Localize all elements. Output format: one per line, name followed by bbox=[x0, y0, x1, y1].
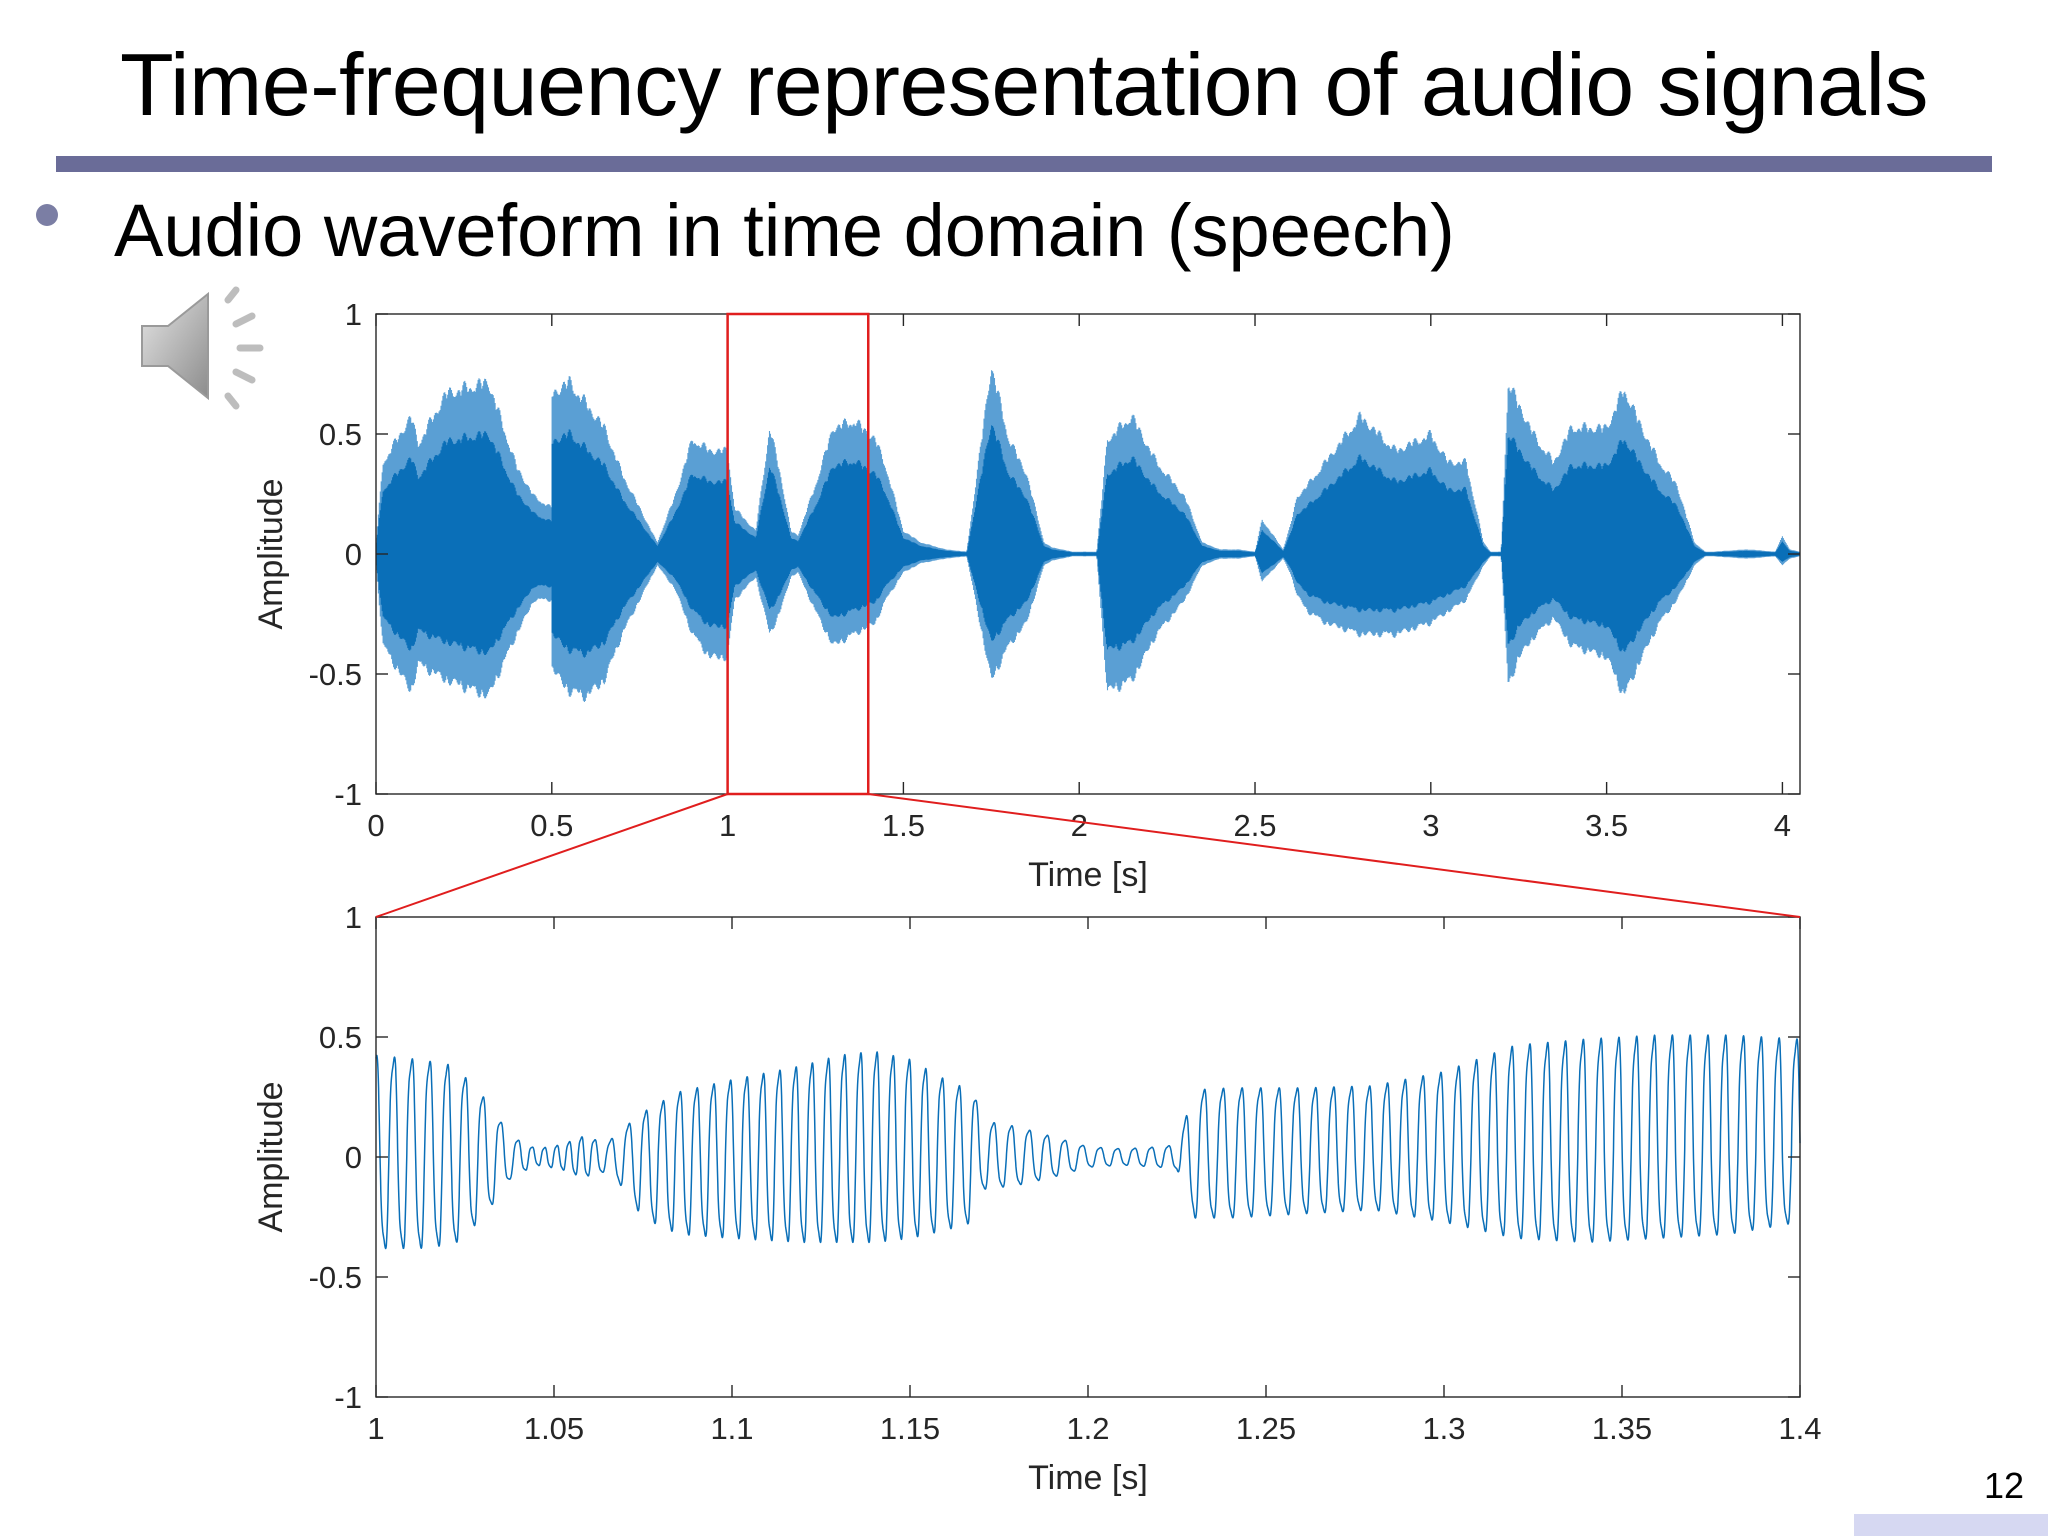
x-tick-label: 1.2 bbox=[1066, 1411, 1109, 1446]
x-tick-label: 1.4 bbox=[1778, 1411, 1821, 1446]
y-tick-label: 0 bbox=[345, 1140, 362, 1175]
x-tick-label: 3.5 bbox=[1585, 808, 1628, 843]
y-tick-label: 0 bbox=[345, 537, 362, 572]
zoom-connector-left bbox=[375, 793, 728, 918]
y-tick-label: 1 bbox=[345, 900, 362, 935]
corner-accent-bar bbox=[1854, 1514, 2048, 1536]
waveform-series-1 bbox=[375, 1034, 1801, 1250]
x-tick-label: 1.35 bbox=[1592, 1411, 1652, 1446]
y-axis-label: Amplitude bbox=[252, 478, 290, 629]
zoom-connector-right bbox=[868, 793, 1801, 918]
y-tick-label: -0.5 bbox=[309, 1260, 362, 1295]
x-tick-label: 0 bbox=[367, 808, 384, 843]
x-tick-label: 4 bbox=[1774, 808, 1791, 843]
y-tick-label: 0.5 bbox=[319, 417, 362, 452]
zoom-box bbox=[726, 312, 870, 796]
chart-2: 1 1.05 1.1 1.15 1.2 1.25 1.3 1.35 1.4 -1 -0.5 0 0.5 1… bbox=[252, 900, 1822, 1497]
y-tick-label: 1 bbox=[345, 297, 362, 332]
y-axis-label: Amplitude bbox=[252, 1081, 290, 1232]
x-tick-label: 2.5 bbox=[1233, 808, 1276, 843]
x-tick-label: 1 bbox=[367, 1411, 384, 1446]
x-axis-label: Time [s] bbox=[1028, 856, 1148, 894]
x-tick-label: 1.25 bbox=[1236, 1411, 1296, 1446]
speaker-icon[interactable] bbox=[136, 286, 276, 416]
chart-1: 0 0.5 1 1.5 2 2.5 3 3.5 4 -1 -0.5 0 0.5 1 Time [s] Ampl… bbox=[252, 297, 1801, 894]
x-tick-label: 0.5 bbox=[530, 808, 573, 843]
y-tick-label: 0.5 bbox=[319, 1020, 362, 1055]
y-tick-label: -1 bbox=[334, 1380, 362, 1415]
slide-title: Time-frequency representation of audio s… bbox=[119, 35, 1929, 134]
bullet-dot bbox=[36, 204, 58, 226]
x-tick-label: 1.3 bbox=[1422, 1411, 1465, 1446]
y-tick-label: -1 bbox=[334, 777, 362, 812]
x-tick-label: 1.05 bbox=[524, 1411, 584, 1446]
x-tick-label: 1 bbox=[719, 808, 736, 843]
x-tick-label: 2 bbox=[1071, 808, 1088, 843]
bullet-text: Audio waveform in time domain (speech) bbox=[114, 189, 1455, 272]
x-tick-label: 3 bbox=[1422, 808, 1439, 843]
x-tick-label: 1.15 bbox=[880, 1411, 940, 1446]
plot-area bbox=[376, 917, 1800, 1397]
x-tick-label: 1.1 bbox=[710, 1411, 753, 1446]
title-rule bbox=[56, 156, 1992, 172]
x-tick-label: 1.5 bbox=[882, 808, 925, 843]
y-tick-label: -0.5 bbox=[309, 657, 362, 692]
page-number: 12 bbox=[1983, 1465, 2024, 1506]
x-axis-label: Time [s] bbox=[1028, 1459, 1148, 1497]
